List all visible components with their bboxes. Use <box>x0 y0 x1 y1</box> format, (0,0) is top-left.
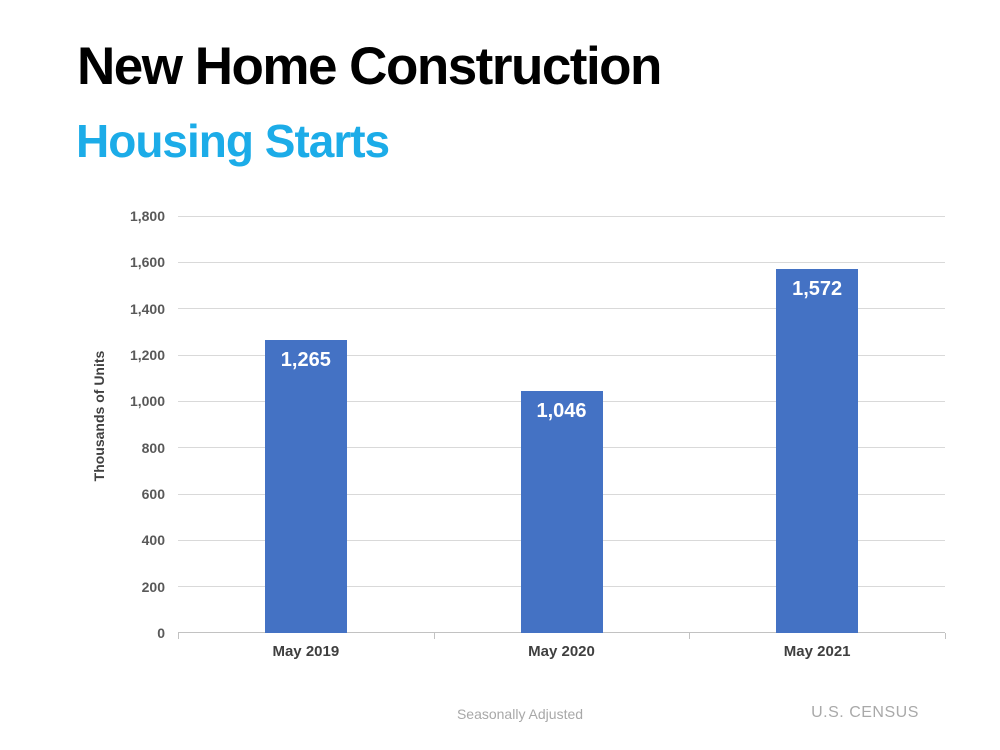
x-axis-tick <box>433 633 435 639</box>
y-tick-label: 1,200 <box>129 347 165 363</box>
x-category-label: May 2020 <box>528 643 595 660</box>
x-axis-tick <box>689 633 691 639</box>
x-category-label: May 2021 <box>783 643 851 660</box>
y-tick-label: 400 <box>141 532 165 549</box>
slide-title: New Home Construction <box>77 37 662 96</box>
gridline <box>178 261 945 263</box>
y-tick-label: 1,800 <box>129 208 165 224</box>
x-axis-tick <box>178 633 179 639</box>
source-label: U.S. CENSUS <box>811 704 919 721</box>
x-axis-tick <box>945 633 946 639</box>
bar-may-2020: 1,046 <box>520 390 603 633</box>
slide-subtitle: Housing Starts <box>76 115 390 167</box>
bar-value-label: 1,265 <box>280 348 331 371</box>
bar-value-label: 1,046 <box>536 399 587 422</box>
y-tick-label: 200 <box>141 578 165 595</box>
y-tick-label: 800 <box>141 439 165 456</box>
y-tick-label: 0 <box>157 625 165 641</box>
bar-value-label: 1,572 <box>792 277 843 300</box>
y-tick-label: 600 <box>141 486 165 502</box>
y-tick-label: 1,000 <box>129 393 165 410</box>
bar-may-2021: 1,572 <box>776 268 859 633</box>
gridline <box>178 215 945 217</box>
x-category-label: May 2019 <box>272 643 340 660</box>
y-tick-label: 1,600 <box>129 254 165 271</box>
gridline <box>178 354 945 356</box>
seasonally-adjusted-note: Seasonally Adjusted <box>456 706 584 722</box>
bar-may-2019: 1,265 <box>264 339 347 633</box>
gridline <box>178 308 945 310</box>
plot-area: 1,265 1,046 1,572 <box>178 215 945 633</box>
y-tick-label: 1,400 <box>129 300 165 317</box>
